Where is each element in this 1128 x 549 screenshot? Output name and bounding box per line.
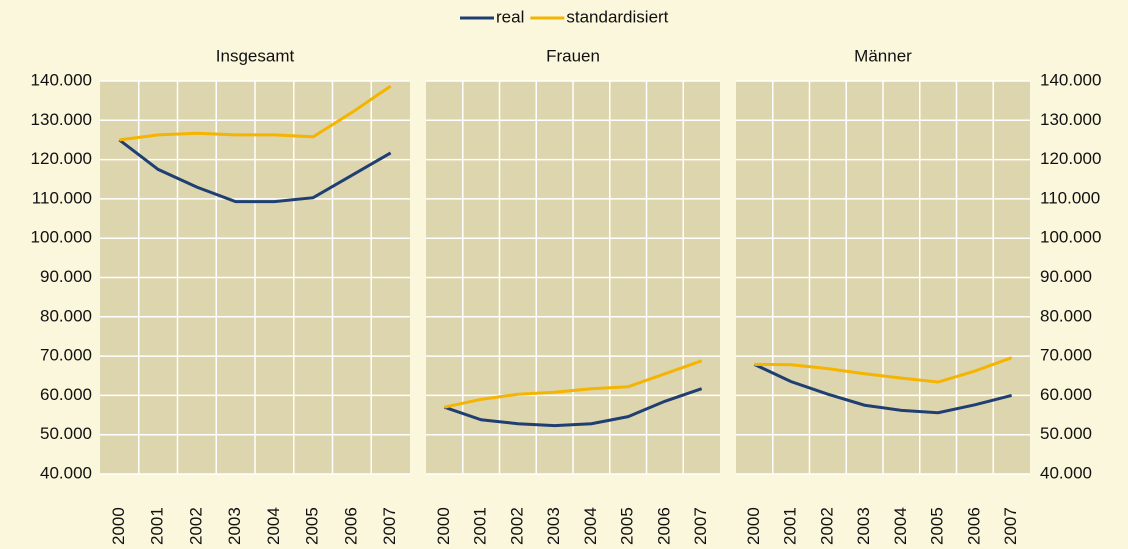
x-tick-label: 2004 xyxy=(264,507,283,545)
x-tick-label: 2005 xyxy=(928,507,947,545)
x-tick-label: 2003 xyxy=(544,507,563,545)
x-tick-label: 2001 xyxy=(471,507,490,545)
x-tick-label: 2007 xyxy=(691,507,710,545)
x-tick-label: 2007 xyxy=(380,507,399,545)
y2-tick-label: 110.000 xyxy=(1040,188,1100,207)
x-tick-label: 2000 xyxy=(434,507,453,545)
panel-title: Insgesamt xyxy=(216,46,295,65)
series-line xyxy=(754,356,1013,384)
y-tick-label: 50.000 xyxy=(40,424,92,443)
legend-label: standardisiert xyxy=(566,7,668,26)
panel-title: Männer xyxy=(854,46,912,65)
y2-tick-label: 40.000 xyxy=(1040,463,1092,482)
y2-tick-label: 130.000 xyxy=(1040,110,1101,129)
y-tick-label: 140.000 xyxy=(31,70,92,89)
y-tick-label: 90.000 xyxy=(40,267,92,286)
y2-tick-label: 90.000 xyxy=(1040,267,1092,286)
legend-label: real xyxy=(496,7,524,26)
x-tick-label: 2007 xyxy=(1001,507,1020,545)
x-tick-label: 2006 xyxy=(654,507,673,545)
x-tick-label: 2001 xyxy=(781,507,800,545)
series-line xyxy=(753,362,1012,415)
series-line xyxy=(444,359,703,409)
x-tick-label: 2006 xyxy=(341,507,360,545)
y2-tick-label: 100.000 xyxy=(1040,228,1101,247)
y-tick-label: 110.000 xyxy=(32,188,92,207)
x-tick-label: 2002 xyxy=(186,507,205,545)
y-tick-label: 120.000 xyxy=(31,149,92,168)
panel-title: Frauen xyxy=(546,46,600,65)
y-tick-label: 100.000 xyxy=(31,228,92,247)
y-tick-label: 70.000 xyxy=(40,346,92,365)
y2-tick-label: 70.000 xyxy=(1040,346,1092,365)
y2-tick-label: 80.000 xyxy=(1040,306,1092,325)
x-tick-label: 2002 xyxy=(507,507,526,545)
x-tick-label: 2005 xyxy=(618,507,637,545)
y-tick-label: 60.000 xyxy=(40,385,92,404)
series-line xyxy=(119,84,392,142)
x-tick-label: 2000 xyxy=(109,507,128,545)
x-tick-label: 2006 xyxy=(964,507,983,545)
y2-tick-label: 140.000 xyxy=(1040,70,1101,89)
x-tick-label: 2004 xyxy=(891,507,910,545)
y-tick-label: 80.000 xyxy=(40,306,92,325)
x-tick-label: 2004 xyxy=(581,507,600,545)
x-tick-label: 2003 xyxy=(854,507,873,545)
x-tick-label: 2005 xyxy=(303,507,322,545)
series-line xyxy=(118,138,392,204)
y2-tick-label: 120.000 xyxy=(1040,149,1101,168)
y-tick-label: 40.000 xyxy=(40,463,92,482)
y-tick-label: 130.000 xyxy=(31,110,92,129)
y2-tick-label: 60.000 xyxy=(1040,385,1092,404)
y2-tick-label: 50.000 xyxy=(1040,424,1092,443)
series-line xyxy=(443,387,703,428)
x-tick-label: 2001 xyxy=(148,507,167,545)
x-tick-label: 2000 xyxy=(744,507,763,545)
x-tick-label: 2003 xyxy=(225,507,244,545)
x-tick-label: 2002 xyxy=(817,507,836,545)
